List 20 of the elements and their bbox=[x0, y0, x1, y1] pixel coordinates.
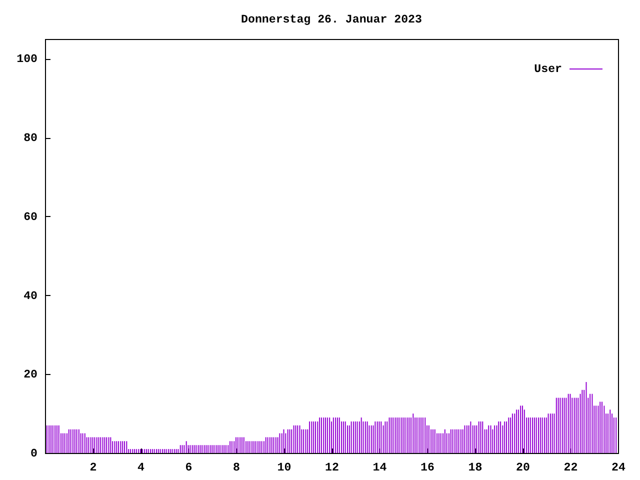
y-tick-label: 20 bbox=[24, 368, 38, 382]
x-tick-label: 12 bbox=[325, 462, 339, 474]
y-tick-label: 100 bbox=[16, 53, 38, 66]
x-tick-label: 4 bbox=[138, 462, 145, 474]
x-tick-label: 18 bbox=[468, 462, 482, 474]
x-tick-label: 8 bbox=[233, 462, 240, 474]
x-tick-label: 16 bbox=[420, 462, 434, 474]
x-tick-label: 6 bbox=[185, 462, 192, 474]
x-tick-label: 20 bbox=[516, 462, 530, 474]
y-tick-label: 80 bbox=[24, 132, 38, 146]
y-tick-label: 0 bbox=[30, 448, 38, 460]
chart-title: Donnerstag 26. Januar 2023 bbox=[241, 13, 422, 26]
x-tick-label: 14 bbox=[372, 462, 387, 474]
y-tick-label: 60 bbox=[24, 210, 38, 224]
x-tick-label: 2 bbox=[90, 462, 97, 474]
x-tick-label: 24 bbox=[612, 462, 626, 474]
x-tick-label: 22 bbox=[564, 462, 578, 474]
x-tick-label: 10 bbox=[277, 462, 292, 474]
legend-label: User bbox=[534, 63, 562, 76]
y-tick-label: 40 bbox=[24, 290, 38, 303]
